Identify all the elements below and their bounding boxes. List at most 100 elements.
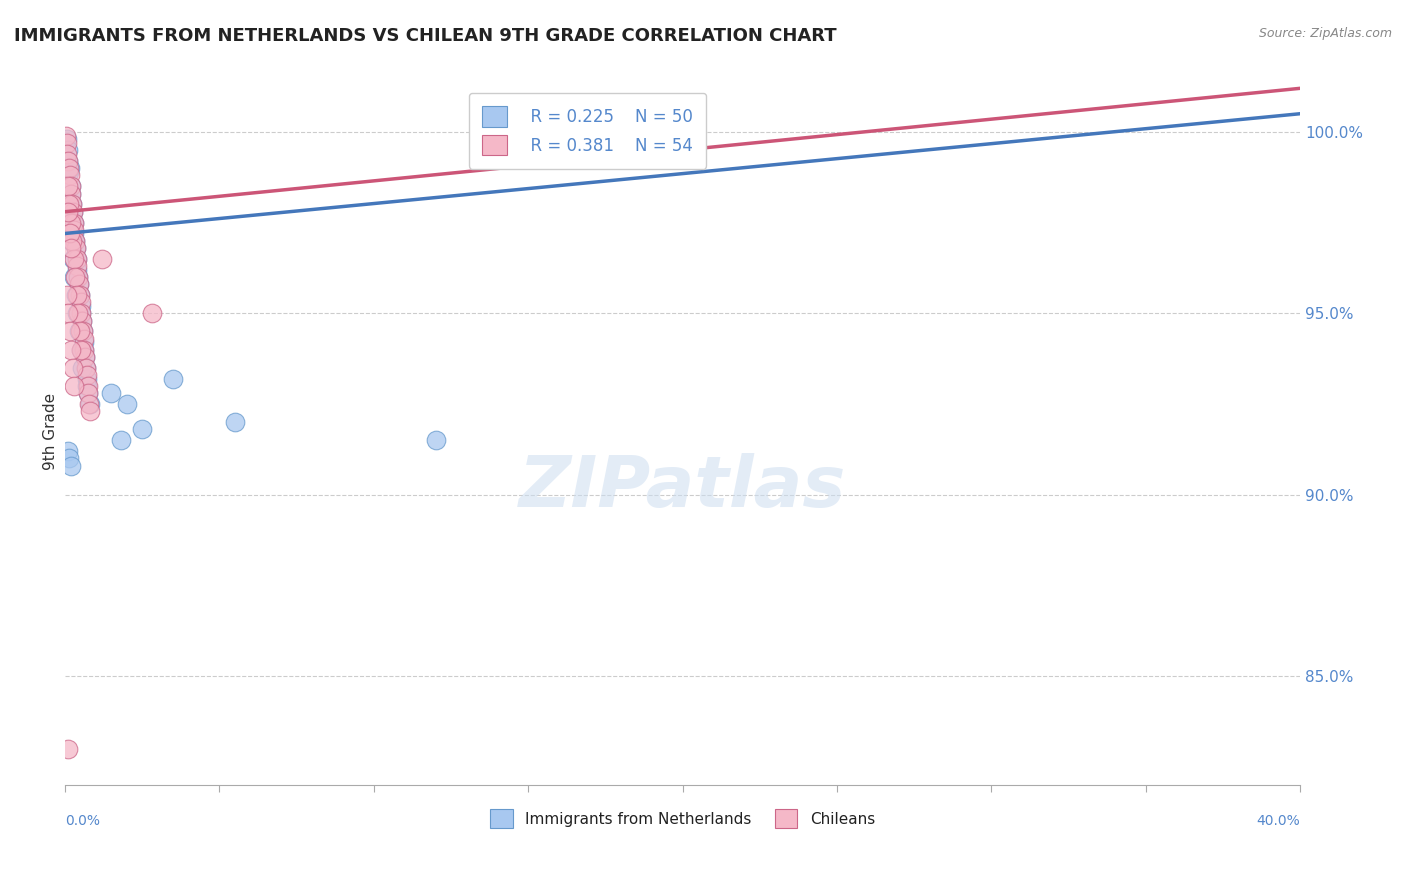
Point	[66, 288, 89, 302]
Point	[162, 371, 184, 385]
Point	[59, 216, 82, 230]
Point	[79, 404, 101, 418]
Point	[59, 179, 82, 194]
Point	[58, 451, 80, 466]
Point	[56, 204, 79, 219]
Point	[60, 197, 83, 211]
Point	[67, 325, 90, 339]
Point	[76, 379, 98, 393]
Point	[75, 360, 97, 375]
Point	[59, 161, 82, 176]
Point	[59, 169, 82, 183]
Text: IMMIGRANTS FROM NETHERLANDS VS CHILEAN 9TH GRADE CORRELATION CHART: IMMIGRANTS FROM NETHERLANDS VS CHILEAN 9…	[14, 27, 837, 45]
Point	[60, 197, 83, 211]
Point	[72, 325, 94, 339]
Point	[425, 434, 447, 448]
Point	[69, 295, 91, 310]
Point	[56, 306, 79, 320]
Point	[63, 379, 86, 393]
Point	[63, 223, 86, 237]
Point	[56, 153, 79, 168]
Point	[72, 325, 94, 339]
Point	[70, 313, 93, 327]
Point	[58, 197, 80, 211]
Point	[224, 415, 246, 429]
Point	[70, 306, 93, 320]
Point	[56, 741, 79, 756]
Point	[65, 241, 87, 255]
Point	[55, 136, 77, 150]
Point	[62, 252, 84, 266]
Point	[72, 335, 94, 350]
Point	[65, 288, 87, 302]
Point	[75, 350, 97, 364]
Point	[75, 350, 97, 364]
Point	[70, 360, 93, 375]
Point	[58, 161, 80, 176]
Text: Source: ZipAtlas.com: Source: ZipAtlas.com	[1258, 27, 1392, 40]
Point	[115, 397, 138, 411]
Point	[59, 216, 82, 230]
Point	[69, 288, 91, 302]
Point	[76, 368, 98, 382]
Point	[60, 343, 83, 357]
Point	[59, 458, 82, 473]
Point	[73, 343, 96, 357]
Point	[67, 277, 90, 292]
Text: 0.0%: 0.0%	[65, 814, 100, 828]
Point	[58, 165, 80, 179]
Point	[141, 306, 163, 320]
Point	[70, 306, 93, 320]
Point	[66, 306, 89, 320]
Point	[69, 299, 91, 313]
Point	[76, 379, 98, 393]
Point	[69, 343, 91, 357]
Point	[60, 234, 83, 248]
Point	[62, 216, 84, 230]
Point	[72, 332, 94, 346]
Point	[70, 313, 93, 327]
Point	[56, 179, 79, 194]
Text: ZIPatlas: ZIPatlas	[519, 453, 846, 523]
Point	[77, 397, 100, 411]
Point	[66, 252, 89, 266]
Point	[65, 270, 87, 285]
Point	[69, 325, 91, 339]
Point	[70, 343, 93, 357]
Y-axis label: 9th Grade: 9th Grade	[44, 392, 58, 470]
Point	[60, 234, 83, 248]
Point	[76, 371, 98, 385]
Point	[62, 360, 84, 375]
Point	[60, 186, 83, 201]
Point	[77, 386, 100, 401]
Point	[59, 227, 82, 241]
Point	[67, 277, 90, 292]
Point	[66, 252, 89, 266]
Point	[56, 153, 79, 168]
Point	[59, 325, 82, 339]
Point	[75, 360, 97, 375]
Text: 40.0%: 40.0%	[1257, 814, 1301, 828]
Point	[62, 204, 84, 219]
Point	[56, 444, 79, 458]
Point	[55, 288, 77, 302]
Point	[63, 234, 86, 248]
Point	[73, 343, 96, 357]
Point	[67, 306, 90, 320]
Point	[66, 262, 89, 277]
Point	[63, 270, 86, 285]
Point	[69, 288, 91, 302]
Point	[62, 252, 84, 266]
Point	[55, 132, 77, 146]
Point	[56, 197, 79, 211]
Point	[62, 204, 84, 219]
Point	[66, 259, 89, 273]
Point	[60, 186, 83, 201]
Point	[55, 128, 77, 143]
Point	[110, 434, 132, 448]
Legend: Immigrants from Netherlands, Chileans: Immigrants from Netherlands, Chileans	[484, 803, 882, 834]
Point	[62, 216, 84, 230]
Point	[79, 397, 101, 411]
Point	[100, 386, 122, 401]
Point	[56, 146, 79, 161]
